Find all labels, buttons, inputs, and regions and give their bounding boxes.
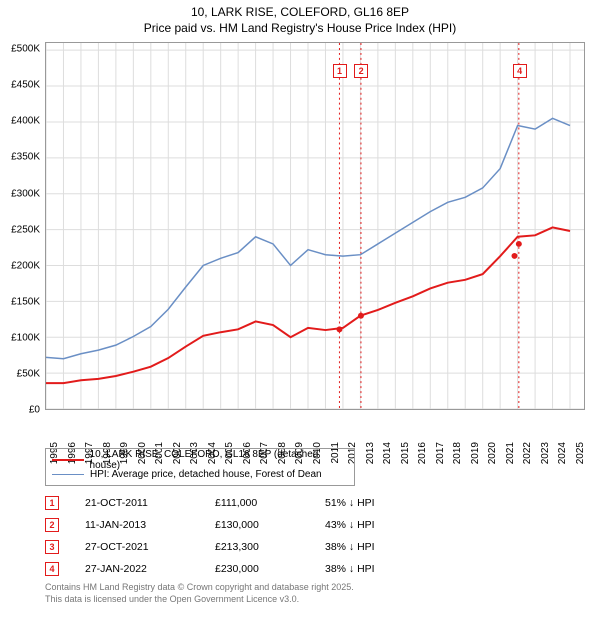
y-tick-label: £0 xyxy=(5,405,40,416)
y-tick-label: £150K xyxy=(5,296,40,307)
y-tick-label: £250K xyxy=(5,224,40,235)
footer-attribution: Contains HM Land Registry data © Crown c… xyxy=(45,582,354,605)
sale-marker: 3 xyxy=(45,540,59,554)
legend: 10, LARK RISE, COLEFORD, GL16 8EP (detac… xyxy=(45,448,355,486)
x-tick-label: 2024 xyxy=(557,442,568,464)
chart-marker: 4 xyxy=(513,64,527,78)
y-tick-label: £50K xyxy=(5,368,40,379)
footer-line-2: This data is licensed under the Open Gov… xyxy=(45,594,354,606)
y-tick-label: £350K xyxy=(5,152,40,163)
sale-price: £130,000 xyxy=(215,519,325,531)
chart-marker: 1 xyxy=(333,64,347,78)
sale-date: 21-OCT-2011 xyxy=(85,497,215,509)
chart-plot-area xyxy=(45,42,585,410)
x-tick-label: 2017 xyxy=(435,442,446,464)
sale-diff: 38% ↓ HPI xyxy=(325,563,425,575)
x-tick-label: 2013 xyxy=(365,442,376,464)
x-tick-label: 2020 xyxy=(487,442,498,464)
sale-diff: 51% ↓ HPI xyxy=(325,497,425,509)
legend-swatch xyxy=(52,474,84,476)
x-tick-label: 2021 xyxy=(505,442,516,464)
sale-diff: 43% ↓ HPI xyxy=(325,519,425,531)
sale-date: 27-OCT-2021 xyxy=(85,541,215,553)
sale-date: 11-JAN-2013 xyxy=(85,519,215,531)
chart-svg xyxy=(46,43,584,409)
title-line-1: 10, LARK RISE, COLEFORD, GL16 8EP xyxy=(0,4,600,20)
sale-diff: 38% ↓ HPI xyxy=(325,541,425,553)
legend-item: HPI: Average price, detached house, Fore… xyxy=(52,467,348,482)
y-tick-label: £450K xyxy=(5,80,40,91)
sale-marker: 1 xyxy=(45,496,59,510)
x-tick-label: 2015 xyxy=(400,442,411,464)
y-tick-label: £400K xyxy=(5,116,40,127)
sale-marker: 4 xyxy=(45,562,59,576)
sale-row: 3 27-OCT-2021£213,30038% ↓ HPI xyxy=(45,536,425,558)
sale-price: £111,000 xyxy=(215,497,325,509)
legend-label: 10, LARK RISE, COLEFORD, GL16 8EP (detac… xyxy=(90,449,348,471)
x-tick-label: 2019 xyxy=(470,442,481,464)
y-tick-label: £500K xyxy=(5,44,40,55)
sale-price: £213,300 xyxy=(215,541,325,553)
chart-container: 10, LARK RISE, COLEFORD, GL16 8EP Price … xyxy=(0,0,600,620)
x-tick-label: 2022 xyxy=(522,442,533,464)
sale-price: £230,000 xyxy=(215,563,325,575)
x-tick-label: 2018 xyxy=(452,442,463,464)
y-tick-label: £100K xyxy=(5,332,40,343)
y-tick-label: £300K xyxy=(5,188,40,199)
sale-row: 1 21-OCT-2011£111,00051% ↓ HPI xyxy=(45,492,425,514)
legend-swatch xyxy=(52,459,84,461)
y-tick-label: £200K xyxy=(5,260,40,271)
sales-table: 1 21-OCT-2011£111,00051% ↓ HPI 2 11-JAN-201… xyxy=(45,492,425,580)
sale-marker: 2 xyxy=(45,518,59,532)
sale-row: 2 11-JAN-2013£130,00043% ↓ HPI xyxy=(45,514,425,536)
legend-label: HPI: Average price, detached house, Fore… xyxy=(90,469,322,480)
title-line-2: Price paid vs. HM Land Registry's House … xyxy=(0,20,600,36)
footer-line-1: Contains HM Land Registry data © Crown c… xyxy=(45,582,354,594)
chart-marker: 2 xyxy=(354,64,368,78)
x-tick-label: 2016 xyxy=(417,442,428,464)
x-tick-label: 2023 xyxy=(540,442,551,464)
title-block: 10, LARK RISE, COLEFORD, GL16 8EP Price … xyxy=(0,0,600,36)
x-tick-label: 2025 xyxy=(575,442,586,464)
legend-item: 10, LARK RISE, COLEFORD, GL16 8EP (detac… xyxy=(52,452,348,467)
sale-row: 4 27-JAN-2022£230,00038% ↓ HPI xyxy=(45,558,425,580)
sale-date: 27-JAN-2022 xyxy=(85,563,215,575)
x-tick-label: 2014 xyxy=(382,442,393,464)
